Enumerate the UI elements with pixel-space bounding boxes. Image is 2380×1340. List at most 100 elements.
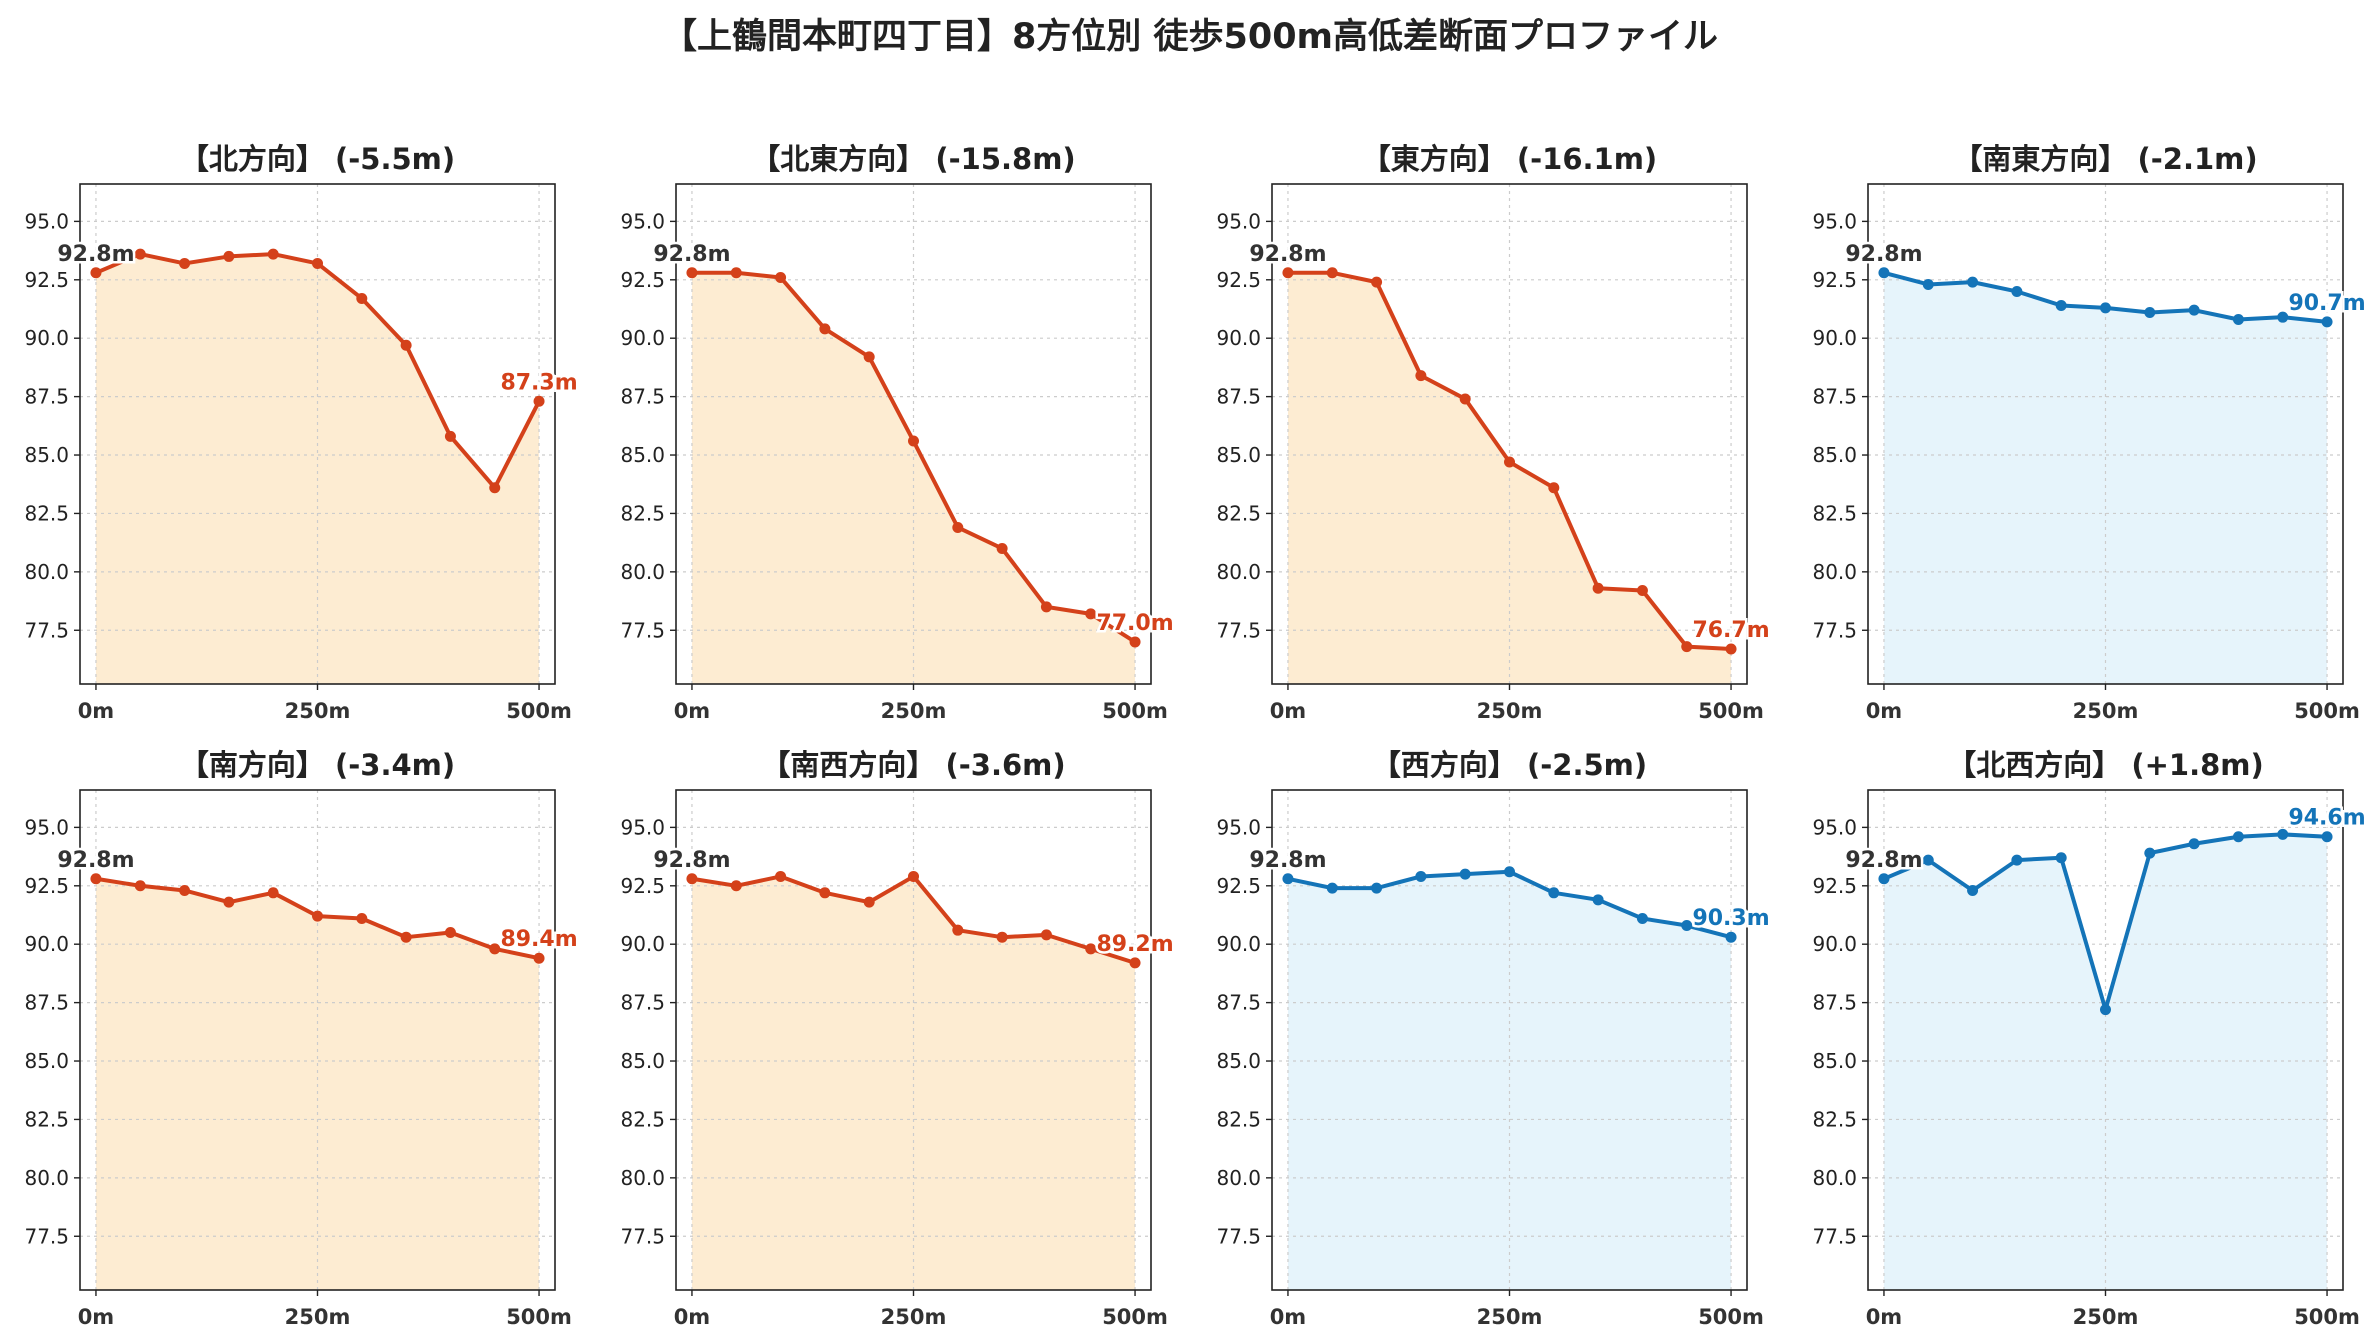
- y-tick-label: 82.5: [620, 501, 665, 525]
- y-tick-label: 82.5: [24, 1107, 69, 1131]
- y-tick-label: 90.0: [24, 932, 69, 956]
- y-tick-label: 85.0: [1812, 443, 1857, 467]
- data-point: [863, 896, 875, 908]
- data-point: [2277, 828, 2289, 840]
- panel-4: 77.5 80.0 82.5 85.0 87.5 90.0 92.5 95.0 0m 250m 50…: [1812, 142, 2368, 723]
- data-point: [1459, 868, 1471, 880]
- start-label: 92.8m: [1845, 242, 1922, 267]
- data-point: [1326, 267, 1338, 279]
- y-tick-label: 87.5: [1216, 385, 1261, 409]
- data-point: [267, 248, 279, 260]
- start-label: 92.8m: [1249, 242, 1326, 267]
- data-point: [489, 943, 501, 955]
- y-tick-label: 80.0: [1216, 560, 1261, 584]
- data-point: [1459, 393, 1471, 405]
- data-point: [1967, 276, 1979, 288]
- data-point: [90, 873, 102, 885]
- data-point: [2100, 1004, 2111, 1016]
- y-tick-label: 77.5: [24, 1224, 69, 1248]
- y-tick-label: 80.0: [1812, 560, 1857, 584]
- y-tick-label: 82.5: [1812, 1107, 1857, 1131]
- x-tick-label: 250m: [881, 1305, 947, 1329]
- end-label: 77.0m: [1096, 611, 1173, 636]
- y-tick-label: 87.5: [620, 991, 665, 1015]
- x-tick-label: 250m: [881, 699, 947, 723]
- y-tick-label: 77.5: [1812, 618, 1857, 642]
- y-tick-label: 90.0: [1216, 326, 1261, 350]
- y-tick-label: 92.5: [620, 874, 665, 898]
- x-tick-label: 500m: [1102, 699, 1168, 723]
- x-tick-label: 0m: [1270, 699, 1307, 723]
- panel-title: 【西方向】 (-2.5m): [1372, 748, 1647, 782]
- data-point: [1922, 854, 1934, 866]
- data-point: [1129, 957, 1141, 969]
- area-fill: [1287, 871, 1732, 1290]
- y-tick-label: 92.5: [1216, 268, 1261, 292]
- data-point: [1504, 866, 1515, 878]
- y-tick-label: 90.0: [1812, 932, 1857, 956]
- data-point: [1282, 267, 1294, 279]
- y-tick-label: 77.5: [620, 618, 665, 642]
- data-point: [1592, 894, 1604, 906]
- start-label: 92.8m: [1249, 848, 1326, 873]
- data-point: [730, 880, 742, 892]
- data-point: [2055, 852, 2067, 864]
- x-tick-label: 500m: [506, 1305, 572, 1329]
- x-tick-label: 500m: [1102, 1305, 1168, 1329]
- data-point: [2144, 847, 2156, 859]
- panel-2: 77.5 80.0 82.5 85.0 87.5 90.0 92.5 95.0 0m 250m 50…: [620, 142, 1176, 723]
- data-point: [1129, 636, 1141, 648]
- y-tick-label: 82.5: [24, 501, 69, 525]
- data-point: [134, 248, 146, 260]
- y-tick-label: 82.5: [1812, 501, 1857, 525]
- data-point: [775, 271, 787, 283]
- data-point: [1922, 278, 1934, 290]
- data-point: [2144, 307, 2156, 319]
- data-point: [730, 267, 742, 279]
- data-point: [775, 870, 787, 882]
- data-point: [686, 267, 698, 279]
- data-point: [223, 250, 235, 262]
- end-label: 89.4m: [500, 927, 577, 952]
- panel-title: 【北西方向】 (+1.8m): [1947, 748, 2264, 782]
- data-point: [1040, 601, 1052, 613]
- y-tick-label: 95.0: [1812, 815, 1857, 839]
- data-point: [1504, 456, 1515, 468]
- y-tick-label: 95.0: [1812, 209, 1857, 233]
- data-point: [996, 542, 1008, 554]
- panel-7: 77.5 80.0 82.5 85.0 87.5 90.0 92.5 95.0 0m 250m 50…: [1216, 748, 1772, 1329]
- y-tick-label: 87.5: [24, 991, 69, 1015]
- data-point: [1725, 643, 1737, 655]
- data-point: [996, 931, 1008, 943]
- y-tick-label: 87.5: [1216, 991, 1261, 1015]
- data-point: [819, 887, 831, 899]
- panel-8: 77.5 80.0 82.5 85.0 87.5 90.0 92.5 95.0 0m 250m 50…: [1812, 748, 2368, 1329]
- data-point: [1681, 641, 1693, 653]
- x-tick-label: 500m: [1698, 1305, 1764, 1329]
- y-tick-label: 85.0: [1216, 1049, 1261, 1073]
- x-tick-label: 500m: [2294, 1305, 2360, 1329]
- panel-title: 【南東方向】 (-2.1m): [1953, 142, 2257, 176]
- y-tick-label: 85.0: [620, 1049, 665, 1073]
- start-label: 92.8m: [1845, 848, 1922, 873]
- data-point: [1681, 920, 1693, 932]
- y-tick-label: 92.5: [1812, 268, 1857, 292]
- data-point: [1371, 276, 1383, 288]
- y-tick-label: 80.0: [24, 560, 69, 584]
- panel-3: 77.5 80.0 82.5 85.0 87.5 90.0 92.5 95.0 0m 250m 50…: [1216, 142, 1772, 723]
- y-tick-label: 82.5: [1216, 501, 1261, 525]
- panel-6: 77.5 80.0 82.5 85.0 87.5 90.0 92.5 95.0 0m 250m 50…: [620, 748, 1176, 1329]
- data-point: [2232, 831, 2244, 843]
- y-tick-label: 90.0: [24, 326, 69, 350]
- y-tick-label: 87.5: [1812, 991, 1857, 1015]
- x-tick-label: 250m: [1477, 1305, 1543, 1329]
- data-point: [1282, 873, 1294, 885]
- data-point: [90, 267, 102, 279]
- data-point: [1878, 267, 1890, 279]
- y-tick-label: 82.5: [1216, 1107, 1261, 1131]
- y-tick-label: 95.0: [1216, 209, 1261, 233]
- data-point: [1725, 931, 1737, 943]
- data-point: [908, 870, 919, 882]
- data-point: [489, 482, 501, 494]
